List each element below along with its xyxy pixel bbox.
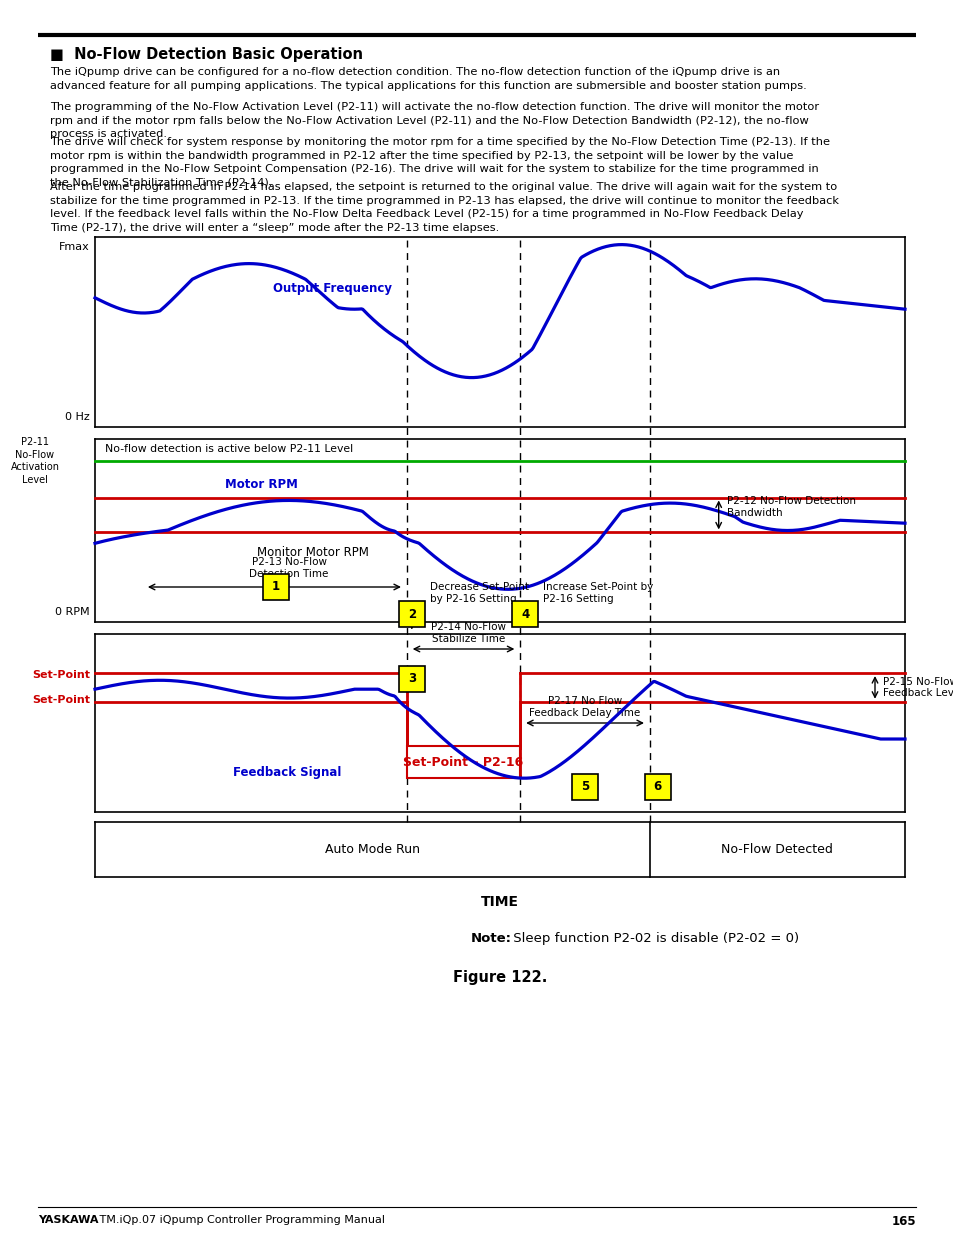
Bar [398,666,424,692]
Text: Decrease Set-Point
by P2-16 Setting: Decrease Set-Point by P2-16 Setting [430,582,528,604]
Text: 3: 3 [407,673,416,685]
Text: Set-Point: Set-Point [32,671,90,680]
Text: P2-14 No-Flow
Stabilize Time: P2-14 No-Flow Stabilize Time [431,622,505,643]
Text: 0 Hz: 0 Hz [65,412,90,422]
Text: Auto Mode Run: Auto Mode Run [325,844,419,856]
Text: Feedback Signal: Feedback Signal [233,767,341,779]
Text: 4: 4 [520,608,529,620]
Text: ■  No-Flow Detection Basic Operation: ■ No-Flow Detection Basic Operation [50,47,363,62]
Text: Monitor Motor RPM: Monitor Motor RPM [256,546,369,559]
Text: Note:: Note: [470,932,511,945]
Text: Figure 122.: Figure 122. [453,969,547,986]
Text: Output Frequency: Output Frequency [273,282,392,295]
Text: P2-13 No-Flow
Detection Time: P2-13 No-Flow Detection Time [249,557,329,579]
Text: No-flow detection is active below P2-11 Level: No-flow detection is active below P2-11 … [105,445,353,454]
Bar [644,774,670,800]
Text: 5: 5 [580,781,589,794]
Bar [398,601,424,627]
Text: No-Flow Detected: No-Flow Detected [720,844,833,856]
Text: 6: 6 [653,781,661,794]
Text: Fmax: Fmax [59,242,90,252]
Text: P2-15 No-Flow Delta
Feedback Level: P2-15 No-Flow Delta Feedback Level [882,677,953,698]
Bar [406,746,519,778]
Text: The programming of the No-Flow Activation Level (P2-11) will activate the no-flo: The programming of the No-Flow Activatio… [50,103,819,140]
Text: P2-11
No-Flow
Activation
Level: P2-11 No-Flow Activation Level [10,437,59,484]
Text: 0 RPM: 0 RPM [55,606,90,618]
Bar [512,601,537,627]
Text: TIME: TIME [480,895,518,909]
Text: P2-17 No Flow
Feedback Delay Time: P2-17 No Flow Feedback Delay Time [529,697,640,718]
Text: Motor RPM: Motor RPM [224,478,297,492]
Text: Sleep function P2-02 is disable (P2-02 = 0): Sleep function P2-02 is disable (P2-02 =… [508,932,798,945]
Text: Set-Point – P2-16: Set-Point – P2-16 [403,756,523,768]
Text: After the time programmed in P2-14 has elapsed, the setpoint is returned to the : After the time programmed in P2-14 has e… [50,182,838,233]
Text: P2-12 No-Flow Detection
Bandwidth: P2-12 No-Flow Detection Bandwidth [726,496,855,517]
Text: 1: 1 [272,580,279,594]
Text: Set-Point: Set-Point [32,694,90,705]
Text: The iQpump drive can be configured for a no-flow detection condition. The no-flo: The iQpump drive can be configured for a… [50,67,806,90]
Text: 165: 165 [890,1215,915,1228]
Text: TM.iQp.07 iQpump Controller Programming Manual: TM.iQp.07 iQpump Controller Programming … [96,1215,385,1225]
Bar [572,774,598,800]
Text: The drive will check for system response by monitoring the motor rpm for a time : The drive will check for system response… [50,137,829,188]
Text: Increase Set-Point by
P2-16 Setting: Increase Set-Point by P2-16 Setting [542,582,653,604]
Text: YASKAWA: YASKAWA [38,1215,98,1225]
Text: 2: 2 [407,608,416,620]
Bar [263,574,289,600]
